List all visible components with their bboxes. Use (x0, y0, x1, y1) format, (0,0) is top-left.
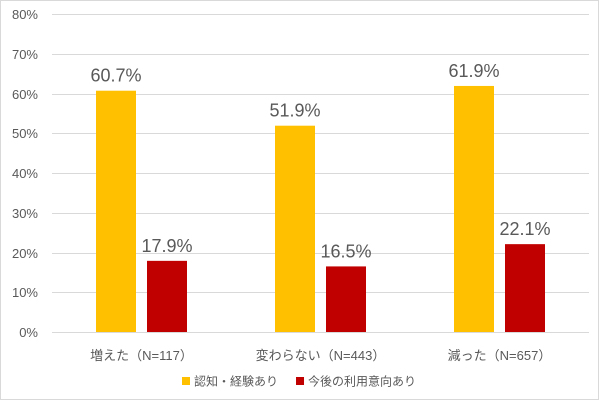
legend-swatch (182, 377, 190, 385)
legend-swatch (296, 377, 305, 385)
gridlines (52, 14, 589, 333)
x-tick-label: 変わらない（N=443） (256, 348, 386, 363)
y-tick-label: 50% (12, 126, 38, 141)
y-tick-label: 30% (12, 206, 38, 221)
y-tick-label: 60% (12, 87, 38, 102)
y-tick-label: 10% (12, 285, 38, 300)
bar (275, 125, 315, 332)
bar (454, 85, 494, 332)
data-label: 22.1% (499, 219, 550, 239)
y-tick-label: 20% (12, 246, 38, 261)
bar (96, 90, 136, 332)
y-tick-label: 70% (12, 47, 38, 62)
bar (147, 260, 187, 332)
bar (326, 266, 366, 332)
data-label: 17.9% (141, 236, 192, 256)
data-label: 61.9% (448, 61, 499, 81)
bar (505, 244, 545, 332)
bars (96, 85, 545, 332)
y-tick-label: 40% (12, 166, 38, 181)
x-tick-label: 増えた（N=117） (90, 348, 193, 363)
legend: 認知・経験あり 今後の利用意向あり (182, 374, 416, 389)
data-label: 60.7% (90, 66, 141, 86)
legend-label: 認知・経験あり (194, 374, 278, 389)
data-labels: 60.7% 17.9% 51.9% 16.5% 61.9% 22.1% (90, 61, 550, 261)
legend-label: 今後の利用意向あり (308, 374, 416, 389)
x-axis: 増えた（N=117） 変わらない（N=443） 減った（N=657） (90, 348, 551, 363)
data-label: 51.9% (269, 101, 320, 121)
y-axis: 0% 10% 20% 30% 40% 50% 60% 70% 80% (12, 7, 38, 340)
x-tick-label: 減った（N=657） (448, 348, 552, 363)
y-tick-label: 80% (12, 7, 38, 22)
data-label: 16.5% (320, 241, 371, 261)
y-tick-label: 0% (19, 325, 38, 340)
